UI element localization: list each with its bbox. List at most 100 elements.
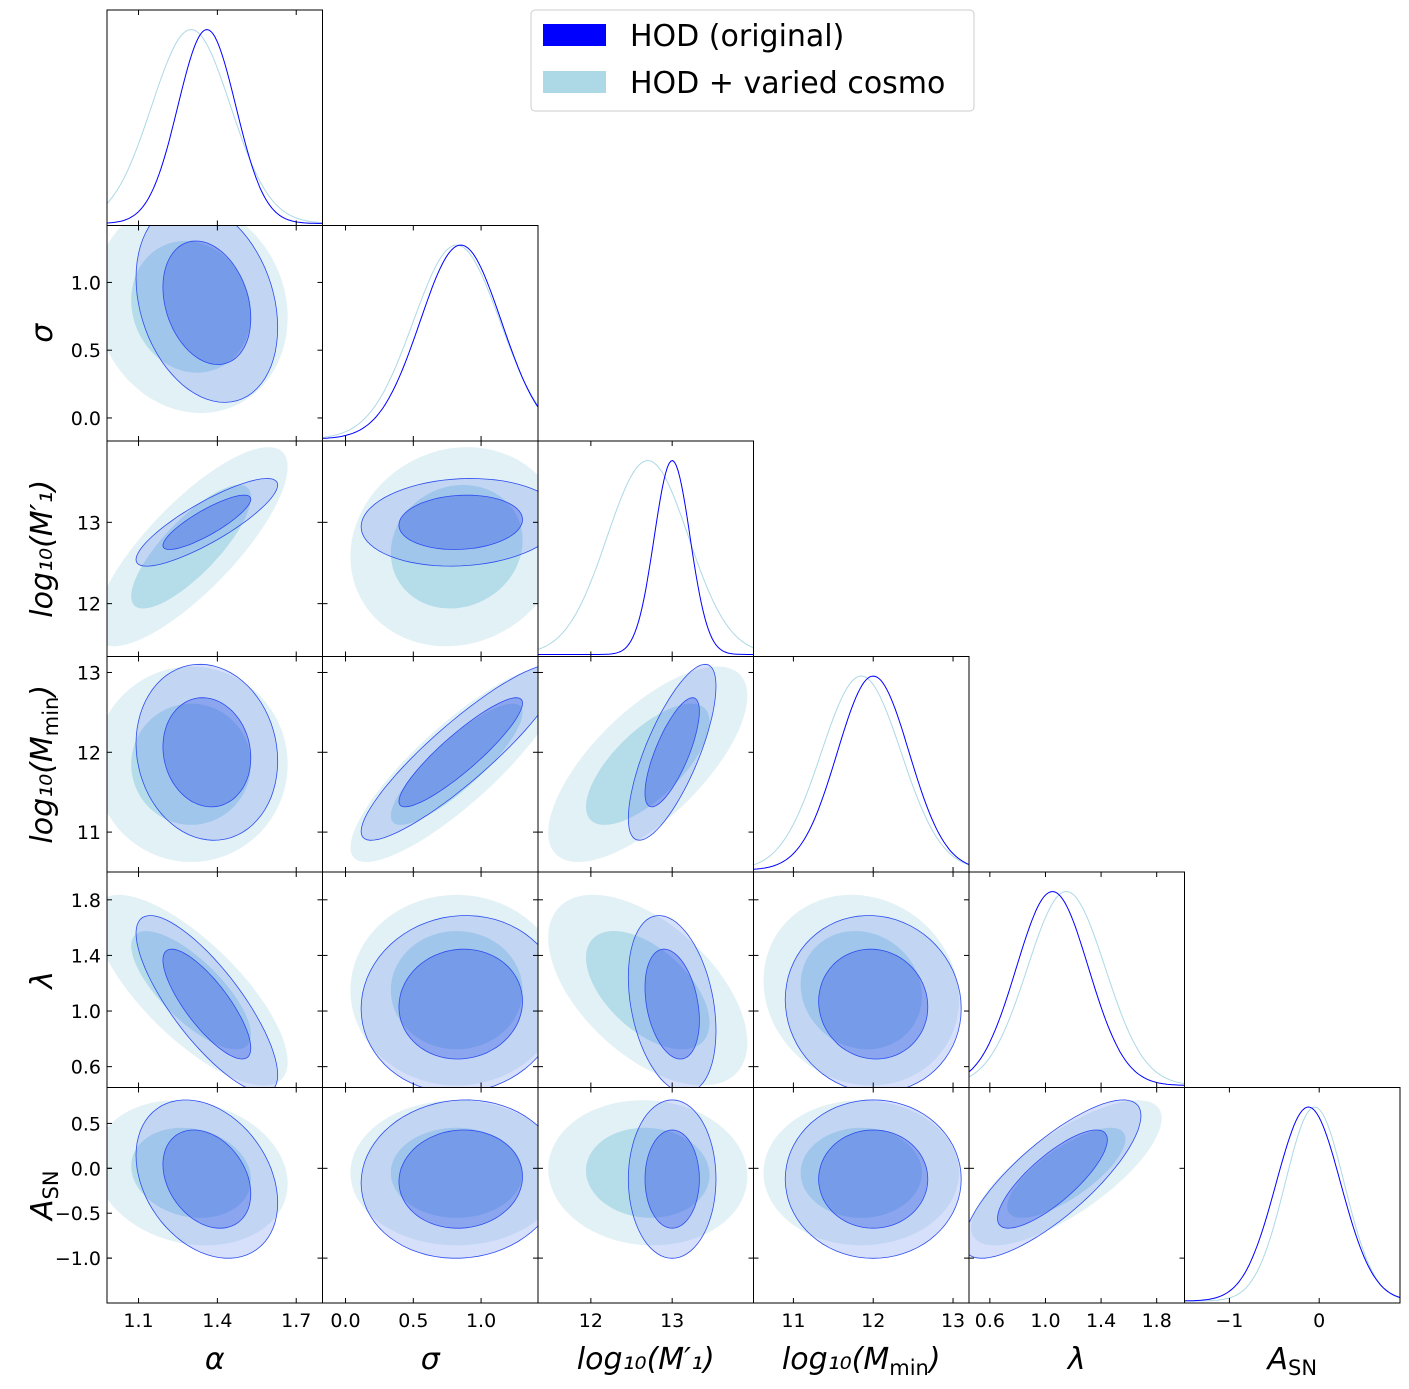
panel-alpha-logM1: 12 13 — [77, 440, 323, 657]
x-tick-label-sigma: 0.0 — [330, 1310, 360, 1332]
x-tick-label-lambda: 1.8 — [1142, 1310, 1172, 1332]
contour-hod-original-68-alpha-logM1 — [162, 494, 252, 550]
contour-hod-original-95-sigma-logMmin — [360, 666, 538, 841]
contour-hod-original-68-alpha-lambda — [162, 948, 252, 1060]
contour-hod-original-68-sigma-logMmin — [398, 697, 523, 808]
x-tick-label-alpha: 1.1 — [123, 1310, 153, 1332]
contour-hod-original-95-alpha-logMmin — [135, 663, 279, 841]
contour-hod-original-95-alpha-logM1 — [135, 478, 279, 567]
y-tick-label-A_SN: 0.5 — [71, 1113, 101, 1135]
marginal-curve-hod-original-logMmin — [753, 675, 969, 870]
contour-hod-varied-cosmo-68-sigma-logM1 — [390, 484, 523, 609]
panel-sigma-A_SN: 0.0 0.5 1.0 — [322, 1087, 539, 1332]
x-tick-label-logMmin: 12 — [861, 1310, 885, 1332]
contour-hod-original-68-sigma-lambda — [398, 948, 523, 1060]
panel-sigma-lambda — [322, 871, 539, 1088]
y-axis-label-logMmin: log₁₀(Mmin) — [25, 685, 63, 844]
panel-sigma-logMmin — [322, 656, 539, 873]
contour-hod-varied-cosmo-68-logMmin-A_SN — [800, 1127, 922, 1218]
panel-sigma-logM1 — [322, 440, 539, 657]
panel-logM1-logMmin — [537, 656, 754, 873]
contour-hod-varied-cosmo-68-sigma-A_SN — [390, 1127, 523, 1218]
y-axis-label-sigma: σ — [25, 323, 60, 343]
panel-lambda — [968, 871, 1185, 1088]
panel-alpha-lambda: 0.6 1.0 1.4 1.8 — [71, 871, 323, 1088]
y-tick-label-logM1: 13 — [77, 512, 101, 534]
contour-hod-original-95-sigma-logM1 — [360, 478, 538, 567]
panel-logM1-A_SN: 12 13 — [537, 1087, 754, 1332]
contour-hod-original-95-logM1-logMmin — [627, 663, 717, 841]
y-tick-label-sigma: 1.0 — [71, 272, 101, 294]
marginal-curve-hod-varied-cosmo-logMmin — [753, 675, 969, 866]
y-axis-label-lambda: λ — [25, 971, 60, 991]
legend-label-hod-original: HOD (original) — [630, 19, 844, 54]
panel-sigma — [322, 225, 539, 442]
contour-hod-original-68-logMmin-A_SN — [818, 1129, 929, 1229]
panel-alpha — [106, 9, 323, 226]
contour-hod-original-68-logM1-A_SN — [644, 1129, 700, 1229]
contour-hod-varied-cosmo-68-logMmin-lambda — [800, 931, 922, 1050]
contour-hod-original-68-sigma-A_SN — [398, 1129, 523, 1229]
x-axis-label-logM1: log₁₀(M′₁) — [577, 1342, 715, 1377]
contour-hod-varied-cosmo-68-logM1-A_SN — [586, 1127, 710, 1218]
marginal-curve-hod-varied-cosmo-lambda — [969, 891, 1185, 1085]
contour-hod-original-68-sigma-logM1 — [398, 494, 523, 550]
y-tick-label-logMmin: 13 — [77, 662, 101, 684]
y-tick-label-lambda: 0.6 — [71, 1057, 101, 1079]
panel-A_SN: −1 0 — [1184, 1087, 1401, 1332]
contour-hod-varied-cosmo-68-sigma-logMmin — [390, 703, 523, 825]
y-tick-label-sigma: 0.5 — [71, 340, 101, 362]
marginal-curve-hod-varied-cosmo-alpha — [107, 29, 323, 224]
contour-hod-original-95-logMmin-lambda — [784, 915, 962, 1088]
y-tick-label-A_SN: 0.0 — [71, 1158, 101, 1180]
panel-alpha-logMmin: 11 12 13 — [77, 656, 323, 873]
x-axis-label-lambda: λ — [1066, 1342, 1086, 1377]
contour-hod-original-95-sigma-lambda — [360, 915, 538, 1088]
contour-hod-varied-cosmo-68-logM1-logMmin — [586, 703, 710, 825]
x-tick-label-sigma: 0.5 — [398, 1310, 428, 1332]
x-tick-label-A_SN: −1 — [1215, 1310, 1243, 1332]
contour-hod-original-68-alpha-logMmin — [162, 697, 252, 808]
contour-hod-original-68-lambda-A_SN — [997, 1129, 1108, 1229]
y-tick-label-logMmin: 12 — [77, 742, 101, 764]
contour-hod-original-68-logM1-logMmin — [644, 697, 700, 808]
marginal-curve-hod-original-alpha — [107, 29, 323, 224]
legend-label-hod-varied-cosmo: HOD + varied cosmo — [630, 66, 945, 101]
y-tick-label-lambda: 1.4 — [71, 945, 101, 967]
contour-hod-original-95-alpha-sigma — [135, 225, 279, 403]
x-tick-label-lambda: 0.6 — [975, 1310, 1005, 1332]
contour-hod-varied-cosmo-68-alpha-logM1 — [131, 484, 251, 609]
x-tick-label-sigma: 1.0 — [466, 1310, 496, 1332]
contour-hod-original-68-logMmin-lambda — [818, 948, 929, 1060]
panel-logMmin-A_SN: 11 12 13 — [753, 1087, 970, 1332]
panel-frame — [753, 656, 970, 873]
contour-hod-varied-cosmo-68-alpha-logMmin — [131, 703, 251, 825]
y-tick-label-lambda: 1.0 — [71, 1001, 101, 1023]
panel-logM1-lambda — [537, 871, 754, 1088]
x-tick-label-logM1: 13 — [660, 1310, 684, 1332]
marginal-curve-hod-original-lambda — [969, 891, 1185, 1086]
x-tick-label-alpha: 1.4 — [202, 1310, 232, 1332]
y-axis-label-logM1: log₁₀(M′₁) — [25, 480, 60, 618]
x-axis-label-alpha: α — [205, 1342, 225, 1377]
x-tick-label-lambda: 1.4 — [1086, 1310, 1116, 1332]
contour-hod-varied-cosmo-68-lambda-A_SN — [1007, 1127, 1126, 1218]
contour-hod-original-95-logM1-A_SN — [627, 1099, 717, 1259]
contour-hod-original-95-logMmin-A_SN — [784, 1099, 962, 1259]
x-tick-label-lambda: 1.0 — [1030, 1310, 1060, 1332]
x-axis-label-logMmin: log₁₀(Mmin) — [782, 1342, 941, 1380]
legend-box — [530, 9, 975, 112]
panel-logMmin — [753, 656, 970, 873]
x-axis-label-A_SN: ASN — [1265, 1342, 1317, 1380]
contour-hod-original-95-sigma-A_SN — [360, 1099, 538, 1259]
panel-alpha-sigma: 0.0 0.5 1.0 — [71, 225, 323, 442]
contour-hod-varied-cosmo-68-alpha-lambda — [131, 931, 251, 1050]
contour-hod-varied-cosmo-68-alpha-sigma — [131, 240, 251, 373]
marginal-curve-hod-varied-cosmo-sigma — [322, 244, 538, 438]
x-tick-label-A_SN: 0 — [1313, 1310, 1325, 1332]
marginal-curve-hod-varied-cosmo-logM1 — [538, 460, 754, 650]
y-tick-label-logM1: 12 — [77, 594, 101, 616]
y-tick-label-sigma: 0.0 — [71, 408, 101, 430]
panel-frame — [106, 9, 323, 226]
